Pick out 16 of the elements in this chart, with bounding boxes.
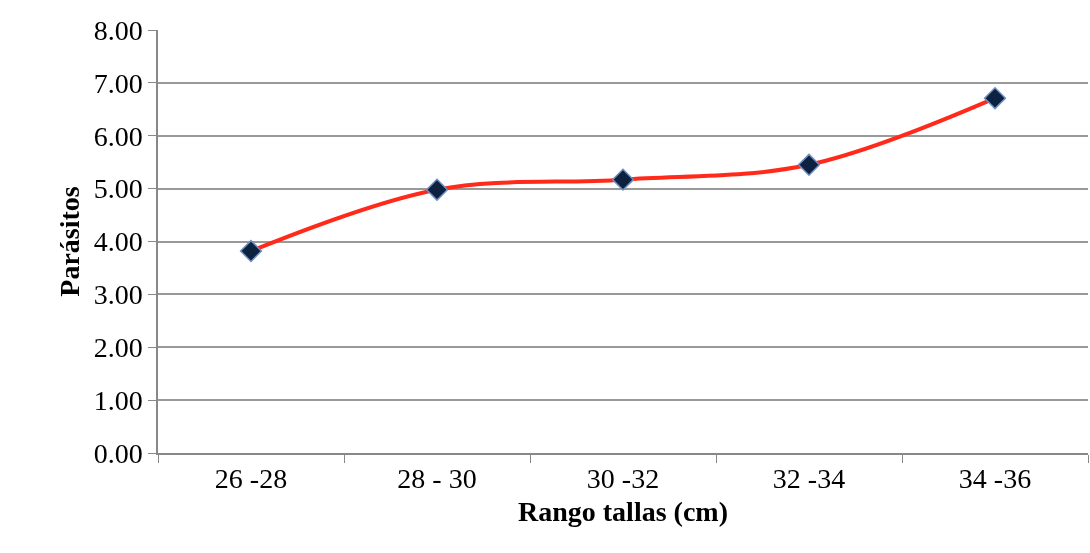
y-tick-label: 6.00	[93, 120, 143, 152]
y-tick-label: 2.00	[93, 332, 143, 364]
x-tick-label: 32 -34	[772, 463, 846, 495]
y-tick-label: 7.00	[93, 67, 143, 99]
x-tick-label: 28 - 30	[397, 463, 477, 495]
y-tick-label: 8.00	[93, 14, 143, 46]
x-tick-label: 34 -36	[958, 463, 1032, 495]
y-tick-label: 1.00	[93, 384, 143, 416]
y-tick-label: 3.00	[93, 279, 143, 311]
y-tick-label: 4.00	[93, 226, 143, 258]
x-tick-label: 30 -32	[586, 463, 660, 495]
y-axis-title: Parásitos	[53, 186, 85, 297]
x-axis-title: Rango tallas (cm)	[518, 495, 728, 527]
y-tick-label: 0.00	[93, 437, 143, 469]
x-tick-label: 26 -28	[214, 463, 288, 495]
y-tick-label: 5.00	[93, 173, 143, 205]
